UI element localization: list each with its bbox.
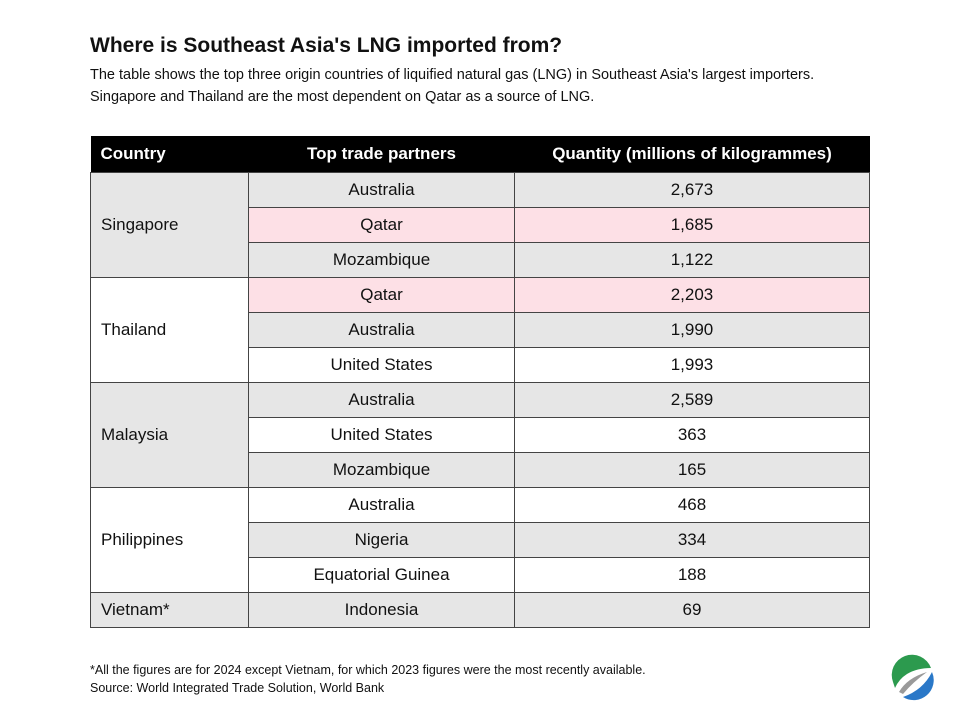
quantity-cell: 468 [514, 487, 870, 523]
table-row: Singapore Australia 2,673 [90, 172, 870, 278]
source: Source: World Integrated Trade Solution,… [90, 681, 385, 695]
column-header-partners: Top trade partners [248, 136, 515, 173]
column-header-country: Country [90, 136, 249, 173]
table-row: United States 1,993 [91, 347, 870, 383]
partner-cell: Australia [248, 487, 515, 523]
quantity-cell: 1,990 [514, 312, 870, 348]
quantity-cell: 188 [514, 557, 870, 593]
quantity-cell: 363 [514, 417, 870, 453]
partner-cell: Australia [248, 172, 515, 208]
table-row: United States 363 [91, 417, 870, 453]
partner-cell: United States [248, 347, 515, 383]
quantity-cell: 165 [514, 452, 870, 488]
partner-cell: Indonesia [248, 592, 515, 628]
leaf-circle-logo-icon [891, 654, 934, 701]
table-row: Vietnam* Indonesia 69 [90, 592, 870, 628]
quantity-cell: 2,203 [514, 277, 870, 313]
table-row: Mozambique 165 [91, 452, 870, 488]
partner-cell: Australia [248, 312, 515, 348]
table-row: Thailand Qatar 2,203 [90, 277, 870, 383]
page-title: Where is Southeast Asia's LNG imported f… [90, 34, 563, 57]
table-header: Country Top trade partners Quantity (mil… [90, 136, 870, 173]
partner-cell: Mozambique [248, 242, 515, 278]
quantity-cell: 1,685 [514, 207, 870, 243]
country-cell: Malaysia [90, 382, 249, 488]
table-row: Nigeria 334 [91, 522, 870, 558]
partner-cell: Mozambique [248, 452, 515, 488]
lng-table: Country Top trade partners Quantity (mil… [90, 136, 870, 628]
quantity-cell: 1,993 [514, 347, 870, 383]
partner-cell: Equatorial Guinea [248, 557, 515, 593]
table-row: Mozambique 1,122 [91, 242, 870, 278]
quantity-cell: 69 [514, 592, 870, 628]
country-cell: Vietnam* [90, 592, 249, 628]
country-cell: Philippines [90, 487, 249, 593]
partner-cell: Qatar [248, 277, 515, 313]
partner-cell: Qatar [248, 207, 515, 243]
partner-cell: United States [248, 417, 515, 453]
table-row: Malaysia Australia 2,589 [90, 382, 870, 488]
column-header-quantity: Quantity (millions of kilogrammes) [514, 136, 870, 173]
table-row: Qatar 1,685 [91, 207, 870, 243]
subtitle: The table shows the top three origin cou… [90, 67, 815, 105]
partner-cell: Australia [248, 382, 515, 418]
table-row: Philippines Australia 468 [90, 487, 870, 593]
country-cell: Singapore [90, 172, 249, 278]
partner-cell: Nigeria [248, 522, 515, 558]
quantity-cell: 1,122 [514, 242, 870, 278]
quantity-cell: 334 [514, 522, 870, 558]
table-row: Australia 1,990 [91, 312, 870, 348]
footnote-block: *All the figures are for 2024 except Vie… [90, 661, 646, 697]
footnote: *All the figures are for 2024 except Vie… [90, 663, 646, 677]
country-cell: Thailand [90, 277, 249, 383]
table-row: Equatorial Guinea 188 [91, 557, 870, 593]
quantity-cell: 2,673 [514, 172, 870, 208]
quantity-cell: 2,589 [514, 382, 870, 418]
